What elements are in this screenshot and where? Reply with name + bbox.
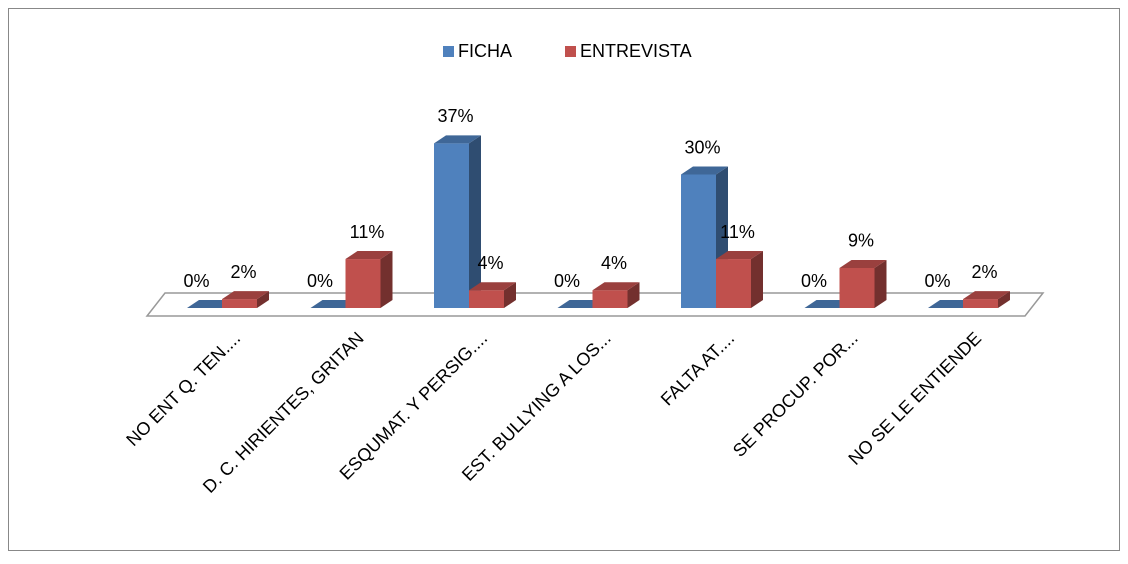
value-label: 11% [350, 222, 385, 242]
bar-front [434, 143, 469, 308]
bar-top [681, 166, 728, 175]
chart-border [8, 8, 1120, 551]
value-label: 4% [601, 253, 627, 273]
bar-front [716, 259, 751, 308]
legend-label: FICHA [458, 41, 512, 61]
legend-label: ENTREVISTA [580, 41, 692, 61]
bar [434, 135, 481, 308]
bar [592, 282, 640, 308]
bar-top [434, 135, 481, 144]
bar [469, 282, 516, 308]
bar-front [839, 267, 875, 308]
bar [716, 251, 763, 308]
value-label: 30% [684, 137, 720, 157]
floor [145, 292, 1045, 317]
value-label: 0% [183, 271, 209, 291]
legend-swatch [443, 46, 454, 57]
bar-top [592, 282, 640, 291]
value-label: 4% [477, 253, 503, 273]
bar-side [380, 251, 393, 308]
bar-front [963, 299, 998, 308]
value-label: 0% [924, 271, 950, 291]
bar-top [963, 291, 1010, 300]
bar-side [257, 291, 269, 308]
value-label: 9% [848, 231, 874, 251]
bar-side [998, 291, 1010, 308]
bar-side [874, 259, 887, 308]
bar-front [222, 299, 257, 308]
value-label: 0% [307, 271, 333, 291]
bar [222, 291, 269, 308]
bar [345, 251, 393, 308]
bar-front [345, 259, 381, 308]
legend-swatch [565, 46, 576, 57]
bar [963, 291, 1010, 308]
bar-side [469, 135, 481, 308]
bar-top [716, 251, 763, 260]
value-label: 11% [720, 222, 755, 242]
bar-side [751, 251, 763, 308]
bar-top [839, 259, 887, 268]
value-label: 2% [971, 262, 997, 282]
bar-side [627, 282, 640, 308]
bar [839, 259, 887, 308]
value-label: 37% [437, 106, 473, 126]
bar-top [345, 251, 393, 260]
value-label: 0% [554, 271, 580, 291]
value-label: 0% [801, 271, 827, 291]
bar-front [681, 174, 716, 308]
bar-front [592, 290, 628, 308]
bar-side [504, 282, 516, 308]
bar-front [469, 290, 504, 308]
bar-top [469, 282, 516, 291]
bar-top [222, 291, 269, 300]
value-label: 2% [230, 262, 256, 282]
